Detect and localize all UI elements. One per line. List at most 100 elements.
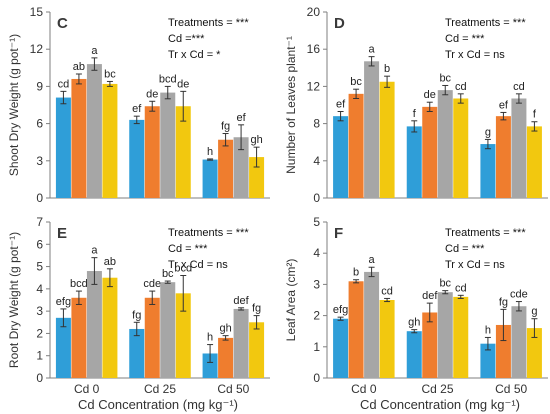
significance-letter: bc	[104, 68, 116, 80]
bar	[480, 144, 496, 198]
stats-annotation: Cd =***	[168, 33, 205, 45]
y-tick-label: 5	[313, 215, 320, 229]
significance-letter: bc	[162, 268, 174, 280]
x-tick-label: Cd 50	[495, 382, 527, 396]
stats-annotation: Treatments = ***	[445, 227, 526, 239]
significance-letter: cd	[455, 282, 467, 294]
significance-letter: bc	[439, 278, 451, 290]
x-tick-label: Cd 0	[74, 382, 100, 396]
stats-annotation: Cd = ***	[168, 243, 208, 255]
stats-annotation: Tr x Cd = ns	[445, 49, 505, 61]
bar	[233, 137, 249, 198]
significance-letter: bc	[350, 76, 362, 88]
significance-letter: g	[531, 306, 537, 318]
significance-letter: ab	[73, 61, 85, 73]
bar	[480, 343, 496, 378]
y-tick-label: 1	[313, 340, 320, 354]
y-tick-label: 0	[313, 191, 320, 205]
bar	[86, 64, 102, 198]
significance-letter: def	[422, 290, 438, 302]
significance-letter: f	[533, 109, 537, 121]
y-tick-label: 1	[36, 349, 43, 363]
significance-letter: bc	[439, 72, 451, 84]
significance-letter: fg	[132, 309, 141, 321]
bar	[160, 92, 176, 198]
x-axis-label-right: Cd Concentration (mg kg⁻¹)	[360, 397, 520, 412]
y-tick-label: 4	[313, 154, 320, 168]
significance-letter: efg	[56, 296, 71, 308]
y-tick-label: 3	[36, 154, 43, 168]
bar	[218, 139, 234, 198]
bar	[379, 300, 395, 378]
bar	[364, 271, 380, 378]
bar	[202, 353, 218, 378]
significance-letter: ef	[336, 99, 346, 111]
y-tick-label: 16	[307, 42, 321, 56]
bar	[511, 306, 527, 378]
significance-letter: efg	[333, 304, 348, 316]
y-tick-label: 4	[36, 282, 43, 296]
y-tick-label: 4	[313, 246, 320, 260]
bar	[249, 157, 265, 198]
bar	[406, 331, 422, 378]
bar	[71, 78, 87, 198]
significance-letter: fg	[221, 121, 230, 133]
bar	[71, 297, 87, 378]
bar	[495, 116, 511, 198]
y-tick-label: 0	[313, 371, 320, 385]
panel-letter: E	[57, 225, 67, 242]
chart-panel-f: 0 1 2 3 4 5 Leaf Area (cm²) F Treatments = *** Cd…	[284, 215, 548, 396]
bar	[526, 328, 542, 378]
bar	[348, 281, 364, 378]
y-tick-label: 2	[36, 326, 43, 340]
significance-letter: cde	[143, 278, 161, 290]
significance-letter: ef	[499, 99, 509, 111]
bar	[202, 159, 218, 198]
panel-letter: D	[334, 15, 345, 32]
y-axis-label: Number of Leaves plant⁻¹	[284, 36, 298, 174]
bar	[526, 126, 542, 198]
y-tick-label: 20	[307, 5, 321, 19]
bar	[379, 81, 395, 198]
bar	[249, 322, 265, 378]
bar	[233, 308, 249, 378]
x-tick-label: Cd 50	[217, 382, 249, 396]
bar	[144, 297, 160, 378]
y-tick-label: 12	[30, 42, 44, 56]
significance-letter: ef	[236, 112, 246, 124]
significance-letter: ef	[132, 103, 142, 115]
bar	[160, 282, 176, 378]
bar	[348, 93, 364, 198]
bar	[422, 312, 438, 378]
stats-annotation: Tr x Cd = ns	[445, 259, 505, 271]
y-axis-label: Leaf Area (cm²)	[284, 259, 298, 342]
y-tick-label: 6	[36, 237, 43, 251]
significance-letter: gh	[408, 317, 420, 329]
significance-letter: def	[233, 295, 249, 307]
y-tick-label: 6	[36, 117, 43, 131]
bar	[218, 337, 234, 378]
significance-letter: fg	[499, 296, 508, 308]
bar	[364, 61, 380, 198]
y-tick-label: 9	[36, 79, 43, 93]
stats-annotation: Cd = ***	[445, 243, 485, 255]
bar	[129, 119, 145, 198]
y-tick-label: 3	[313, 277, 320, 291]
panel-letter: C	[57, 15, 68, 32]
y-tick-label: 7	[36, 215, 43, 229]
y-tick-label: 0	[36, 191, 43, 205]
bar	[144, 106, 160, 198]
bar	[175, 106, 191, 198]
bar	[511, 98, 527, 198]
x-axis-label-left: Cd Concentration (mg kg⁻¹)	[78, 397, 238, 412]
x-tick-label: Cd 0	[351, 382, 377, 396]
chart-panel-d: 0 4 8 12 16 20 Number of Leaves plant⁻¹ D Treatm…	[284, 5, 548, 205]
bar	[437, 292, 453, 378]
stats-annotation: Treatments = ***	[168, 17, 249, 29]
significance-letter: h	[207, 332, 213, 344]
bar	[102, 277, 118, 378]
bar	[495, 324, 511, 378]
bar	[453, 296, 469, 378]
significance-letter: cd	[455, 81, 467, 93]
stats-annotation: Treatments = ***	[168, 227, 249, 239]
